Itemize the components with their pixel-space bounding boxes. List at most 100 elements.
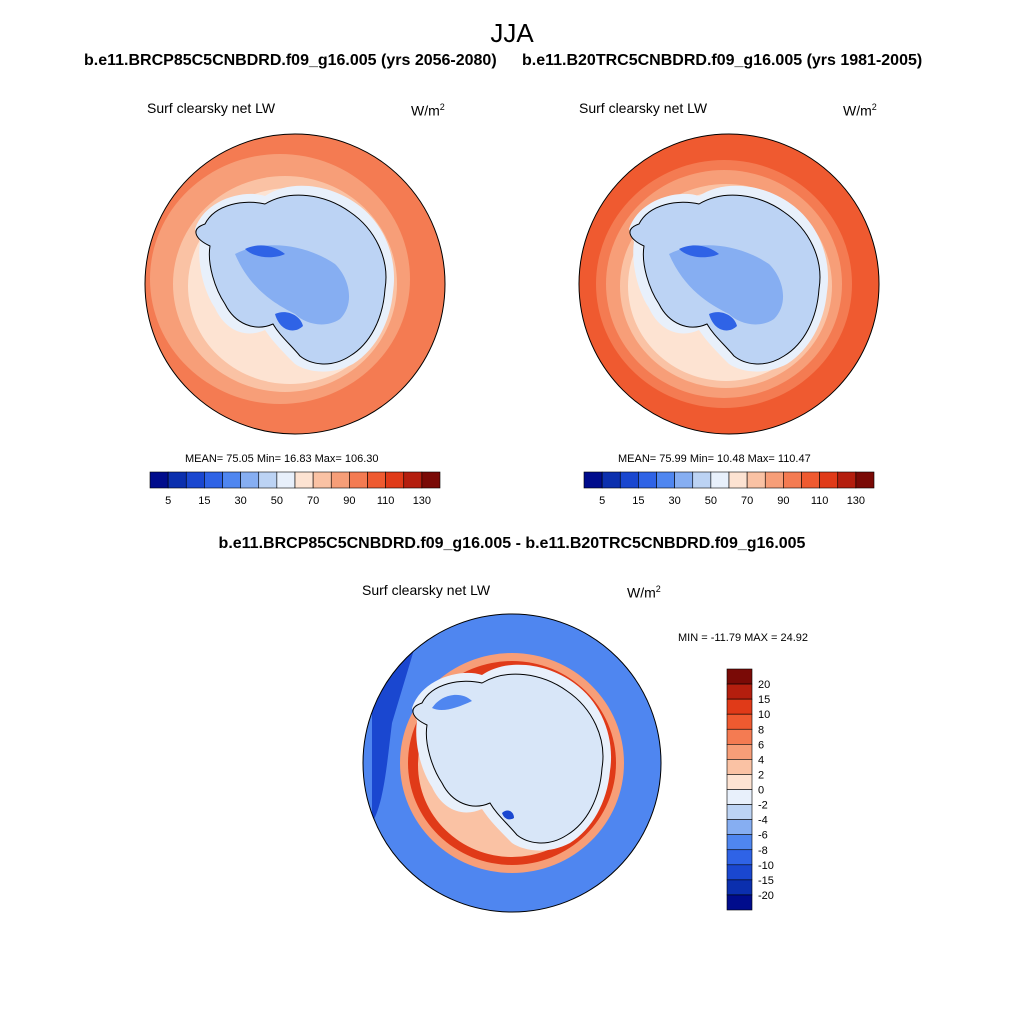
- left-colorbar-swatch: [367, 471, 386, 489]
- right-colorbar-swatch: [692, 471, 712, 489]
- right-colorbar-tick-label: 70: [741, 495, 753, 507]
- diff-colorbar-tick-label: -4: [758, 815, 768, 827]
- left-colorbar-tick-label: 110: [377, 495, 395, 507]
- right-case-title: b.e11.B20TRC5CNBDRD.f09_g16.005 (yrs 198…: [522, 52, 923, 69]
- diff-colorbar-swatch: [726, 774, 753, 790]
- diff-colorbar-swatch: [726, 849, 753, 866]
- right-colorbar-swatch: [619, 471, 639, 489]
- main-title: JJA: [490, 18, 534, 48]
- left-map-plateau: [235, 245, 350, 325]
- diff-colorbar-swatch: [726, 683, 753, 700]
- diff-colorbar-tick-label: 8: [758, 724, 764, 736]
- diff-colorbar-tick-label: -20: [758, 890, 774, 902]
- diff-colorbar-swatch: [726, 728, 753, 745]
- right-colorbar-swatch: [837, 471, 857, 489]
- left-map-deep-b: [275, 312, 303, 331]
- left-colorbar-tick-label: 30: [235, 495, 247, 507]
- diff-colorbar-swatch: [726, 834, 753, 851]
- right-colorbar-swatch: [764, 471, 784, 489]
- right-colorbar-tick-label: 50: [705, 495, 717, 507]
- right-colorbar-swatch: [728, 471, 748, 489]
- right-polar-map: [579, 134, 879, 434]
- diff-colorbar-swatch: [726, 894, 753, 911]
- diff-colorbar-swatch: [726, 744, 753, 760]
- right-map-deep-a: [679, 245, 719, 258]
- left-case-title: b.e11.BRCP85C5CNBDRD.f09_g16.005 (yrs 20…: [84, 52, 497, 69]
- left-colorbar-tick-label: 50: [271, 495, 283, 507]
- right-colorbar-tick-label: 5: [599, 495, 605, 507]
- right-colorbar-swatch: [783, 471, 802, 489]
- right-map-plateau: [669, 245, 784, 325]
- right-colorbar-swatch: [638, 471, 657, 489]
- diff-colorbar-tick-label: -10: [758, 860, 774, 872]
- left-polar-map: [145, 134, 445, 434]
- diff-polar-map: [363, 614, 661, 912]
- right-colorbar-tick-label: 15: [632, 495, 644, 507]
- left-colorbar-swatch: [149, 471, 169, 489]
- left-colorbar-swatch: [276, 471, 296, 489]
- right-colorbar-swatch: [801, 471, 820, 489]
- left-colorbar: 5 15 30 50 70 90 110 130: [149, 471, 441, 507]
- diff-colorbar-swatch: [726, 668, 753, 685]
- left-colorbar-tick-label: 130: [413, 495, 431, 507]
- diff-colorbar-swatch: [726, 713, 753, 730]
- diff-map-border: [362, 613, 662, 913]
- right-colorbar-tick-label: 90: [777, 495, 789, 507]
- left-colorbar-swatch: [330, 471, 350, 489]
- diff-colorbar-swatch: [726, 759, 753, 775]
- right-colorbar-swatch: [710, 471, 730, 489]
- right-map-deep-b: [709, 312, 737, 331]
- diff-colorbar-tick-label: 20: [758, 679, 770, 691]
- left-colorbar-tick-label: 5: [165, 495, 171, 507]
- diff-colorbar-swatch: [726, 819, 753, 835]
- left-colorbar-tick-label: 90: [343, 495, 355, 507]
- left-colorbar-swatch: [312, 471, 332, 489]
- right-colorbar-swatch: [746, 471, 766, 489]
- diff-colorbar-tick-label: 10: [758, 709, 770, 721]
- right-colorbar-swatch: [601, 471, 621, 489]
- left-colorbar-swatch: [421, 471, 441, 489]
- diff-colorbar-swatch: [726, 879, 753, 896]
- left-colorbar-swatch: [185, 471, 205, 489]
- diff-variable-label: Surf clearsky net LW: [362, 582, 491, 598]
- diff-colorbar-tick-label: -15: [758, 875, 774, 887]
- right-colorbar-swatch: [819, 471, 839, 489]
- diff-colorbar-tick-label: -2: [758, 800, 768, 812]
- diff-map-deep-a: [432, 694, 472, 711]
- left-map-border: [144, 133, 446, 435]
- diff-colorbar-swatch: [726, 804, 753, 820]
- right-colorbar-swatch: [855, 471, 875, 489]
- left-colorbar-swatch: [385, 471, 405, 489]
- diff-colorbar-tick-label: 15: [758, 694, 770, 706]
- left-colorbar-swatch: [240, 471, 260, 489]
- left-colorbar-swatch: [403, 471, 423, 489]
- diff-colorbar-swatch: [726, 789, 753, 805]
- diff-stats: MIN = -11.79 MAX = 24.92: [678, 632, 809, 644]
- diff-colorbar-tick-label: 6: [758, 739, 764, 751]
- left-colorbar-swatch: [294, 471, 314, 489]
- left-colorbar-tick-label: 15: [198, 495, 210, 507]
- left-colorbar-swatch: [222, 471, 241, 489]
- left-map-deep-a: [245, 245, 285, 258]
- diff-colorbar-tick-label: -6: [758, 830, 768, 842]
- right-colorbar-tick-label: 30: [669, 495, 681, 507]
- difference-title: b.e11.BRCP85C5CNBDRD.f09_g16.005 - b.e11…: [218, 535, 806, 552]
- left-colorbar-tick-label: 70: [307, 495, 319, 507]
- left-colorbar-swatch: [167, 471, 187, 489]
- right-colorbar-tick-label: 110: [811, 495, 829, 507]
- right-colorbar: 5 15 30 50 70 90 110 130: [583, 471, 875, 507]
- diff-unit-label: W/m2: [627, 584, 661, 601]
- left-colorbar-swatch: [258, 471, 278, 489]
- left-colorbar-swatch: [349, 471, 368, 489]
- diff-colorbar-swatch: [726, 864, 753, 881]
- left-unit-label: W/m2: [411, 102, 445, 119]
- left-stats: MEAN= 75.05 Min= 16.83 Max= 106.30: [185, 453, 379, 465]
- left-colorbar-swatch: [204, 471, 223, 489]
- diff-colorbar-tick-label: 0: [758, 785, 764, 797]
- right-colorbar-swatch: [583, 471, 603, 489]
- right-map-border: [578, 133, 880, 435]
- right-variable-label: Surf clearsky net LW: [579, 100, 708, 116]
- right-stats: MEAN= 75.99 Min= 10.48 Max= 110.47: [618, 453, 811, 465]
